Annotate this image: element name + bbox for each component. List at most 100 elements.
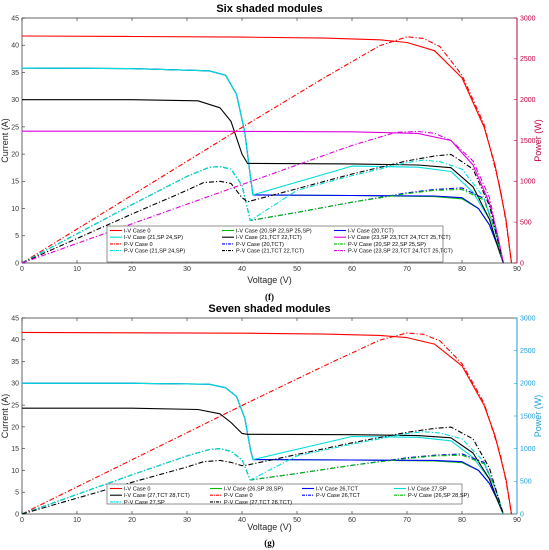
- legend-entry: I-V Case (21,SP 24,SP): [124, 235, 183, 241]
- series-line: [22, 407, 504, 515]
- series-line: [21, 130, 504, 264]
- series-lines: [21, 35, 513, 264]
- y-tick-label: 15: [11, 179, 19, 186]
- legend-entry: I-V Case 0: [124, 229, 150, 235]
- y-tick-label: 35: [11, 359, 19, 366]
- x-tick-label: 50: [293, 517, 301, 524]
- series-line: [22, 99, 504, 264]
- y-axis-label: Current (A): [0, 118, 10, 163]
- legend-entry: I-V Case 0: [124, 487, 150, 493]
- legend-entry: I-V Case (26,SP 28,SP): [224, 487, 283, 493]
- y-tick-label: 30: [11, 381, 19, 388]
- x-tick-label: 20: [128, 266, 136, 273]
- x-axis-label: Voltage (V): [247, 275, 292, 285]
- legend-entry: I-V Case 26,TCT: [316, 487, 359, 493]
- x-tick-label: 90: [513, 517, 521, 524]
- y-tick-label: 40: [11, 43, 19, 50]
- subfigure-label: (g): [264, 538, 275, 548]
- x-tick-label: 50: [293, 266, 301, 273]
- y-tick-label: 45: [11, 15, 19, 22]
- plot-area: [21, 317, 518, 515]
- x-tick-label: 70: [403, 266, 411, 273]
- legend-entry: P-V Case (27,TCT 28,TCT): [224, 500, 292, 506]
- y2-tick-label: 500: [520, 479, 532, 486]
- series-line: [21, 332, 513, 515]
- plot-area: [21, 17, 518, 264]
- y2-tick-label: 500: [520, 220, 532, 227]
- y2-tick-label: 3000: [520, 315, 536, 322]
- chart-title: Six shaded modules: [216, 3, 322, 15]
- y-tick-label: 30: [11, 97, 19, 104]
- y2-tick-label: 0: [520, 260, 524, 267]
- y-tick-label: 25: [11, 403, 19, 410]
- y2-tick-label: 1000: [520, 179, 536, 186]
- legend-entry: I-V Case (20,SP 22,SP 25,SP): [236, 229, 312, 235]
- legend-entry: I-V Case (20,TCT): [348, 229, 394, 235]
- y-tick-label: 25: [11, 124, 19, 131]
- x-tick-label: 10: [73, 266, 81, 273]
- series-line: [21, 431, 504, 515]
- y2-axis-label: Power (W): [533, 395, 543, 438]
- y-tick-label: 35: [11, 70, 19, 77]
- series-line: [21, 426, 504, 515]
- x-tick-label: 20: [128, 517, 136, 524]
- legend-entry: P-V Case 0: [224, 493, 253, 499]
- y-tick-label: 20: [11, 152, 19, 159]
- y-tick-label: 5: [15, 490, 19, 497]
- legend-entry: P-V Case 0: [124, 242, 153, 248]
- legend-entry: I-V Case 27,SP: [408, 487, 447, 493]
- x-tick-label: 40: [238, 517, 246, 524]
- y2-axis-label: Power (W): [533, 119, 543, 162]
- x-axis-label: Voltage (V): [247, 522, 292, 532]
- panel-six-shaded: Six shaded modules 0 10 20 30 40 50 60 70 80 9005…: [0, 3, 543, 302]
- series-lines: [21, 331, 513, 515]
- x-tick-label: 70: [403, 517, 411, 524]
- y-tick-label: 5: [15, 233, 19, 240]
- chart-title: Seven shaded modules: [208, 303, 330, 315]
- y-tick-label: 10: [11, 468, 19, 475]
- legend-box: [106, 225, 444, 263]
- legend-entry: P-V Case (26,SP 28,SP): [408, 493, 469, 499]
- axis-ticks: 0 10 20 30 40 50 60 70 80 90051015202530354045050…: [11, 315, 535, 524]
- series-line: [21, 159, 504, 264]
- y2-tick-label: 2500: [520, 56, 536, 63]
- x-tick-label: 0: [20, 517, 24, 524]
- x-tick-label: 30: [183, 266, 191, 273]
- y2-tick-label: 2500: [520, 348, 536, 355]
- legend-entry: I-V Case (27,TCT 28,TCT): [124, 493, 190, 499]
- series-line: [21, 36, 513, 264]
- legend: I-V Case 0 I-V Case (20,SP 22,SP 25,SP) I-…: [106, 225, 453, 263]
- y-tick-label: 0: [15, 511, 19, 518]
- legend-entry: P-V Case (23,SP 23,TCT 24,TCT 25,TCT): [348, 249, 453, 255]
- y2-tick-label: 1500: [520, 413, 536, 420]
- series-line: [22, 382, 504, 515]
- legend-entry: P-V Case (20,TCT): [236, 242, 284, 248]
- y-tick-label: 20: [11, 424, 19, 431]
- legend-entry: I-V Case (23,SP 23,TCT 24,TCT 25,TCT): [348, 235, 451, 241]
- y2-tick-label: 3000: [520, 15, 536, 22]
- series-line: [21, 67, 504, 264]
- panel-seven-shaded: Seven shaded modules 0 10 20 30 40 50 60 70 80 90…: [0, 303, 543, 548]
- subfigure-label: (f): [265, 292, 274, 302]
- axis-ticks: 0 10 20 30 40 50 60 70 80 90051015202530354045050…: [11, 15, 535, 273]
- legend-entry: P-V Case (21,SP 24,SP): [124, 249, 185, 255]
- x-tick-label: 60: [348, 266, 356, 273]
- x-tick-label: 30: [183, 517, 191, 524]
- legend-entry: P-V Case (21,TCT 22,TCT): [236, 249, 304, 255]
- y2-tick-label: 2000: [520, 381, 536, 388]
- y2-tick-label: 1000: [520, 446, 536, 453]
- y-tick-label: 15: [11, 446, 19, 453]
- x-tick-label: 90: [513, 266, 521, 273]
- y-tick-label: 45: [11, 315, 19, 322]
- y2-tick-label: 0: [520, 511, 524, 518]
- x-tick-label: 80: [458, 517, 466, 524]
- y-tick-label: 40: [11, 337, 19, 344]
- legend-entry: P-V Case 27,SP: [124, 500, 165, 506]
- x-tick-label: 80: [458, 266, 466, 273]
- legend-box: [106, 483, 463, 505]
- y-axis-label: Current (A): [0, 394, 10, 439]
- x-tick-label: 40: [238, 266, 246, 273]
- legend-entry: I-V Case (21,TCT 22,TCT): [236, 235, 302, 241]
- y2-tick-label: 1500: [520, 138, 536, 145]
